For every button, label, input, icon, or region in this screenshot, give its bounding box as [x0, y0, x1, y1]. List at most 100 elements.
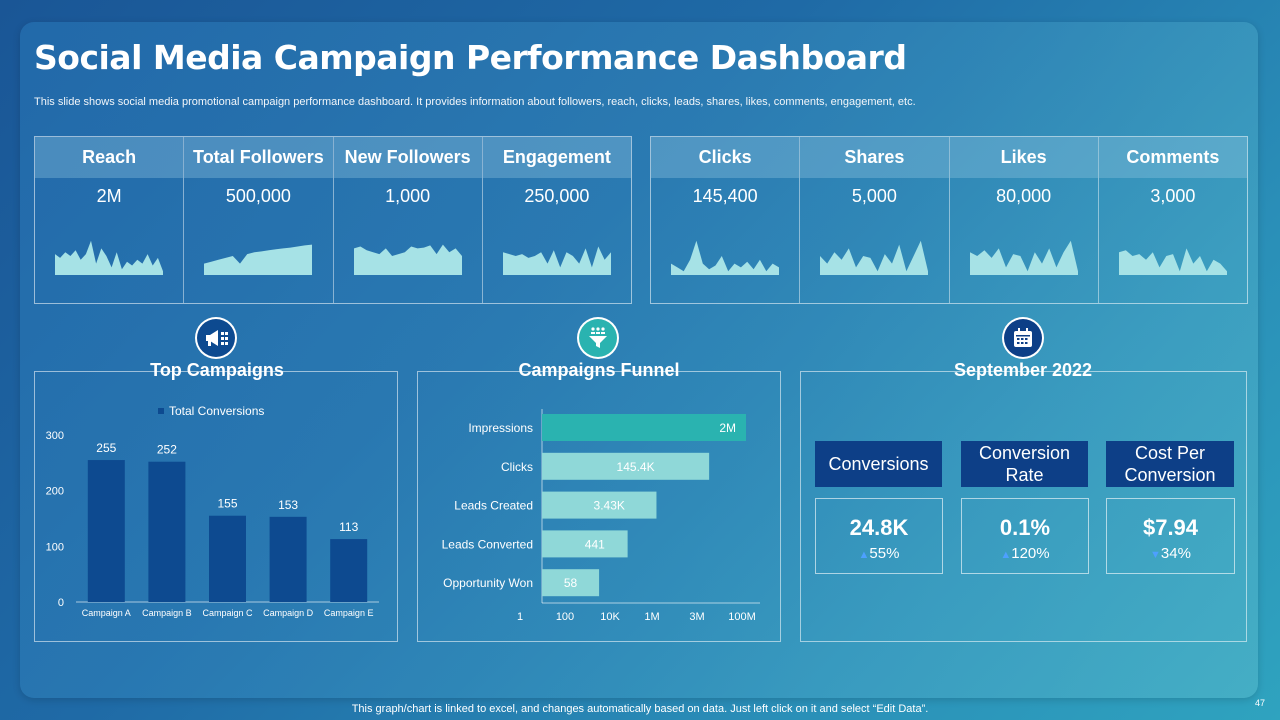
kpi-value: 80,000: [996, 186, 1052, 206]
bar: [330, 539, 368, 602]
legend-label: Total Conversions: [169, 404, 264, 418]
x-tick-label: 3M: [689, 611, 704, 623]
kpi-label: Clicks: [651, 137, 800, 178]
funnel-bar: [542, 452, 710, 480]
x-tick-label: Campaign E: [324, 608, 374, 618]
kpi-group-audience: Reach 2M Total Followers 500,000 New Fol…: [34, 136, 632, 304]
funnel-bar: [542, 569, 600, 597]
funnel-bar: [542, 530, 628, 558]
metric-value: 24.8K: [849, 515, 909, 540]
metric-value: $7.94: [1142, 515, 1199, 540]
bar: [269, 516, 307, 602]
kpi-sparkline: [969, 240, 1078, 275]
kpi-label: New Followers: [333, 137, 482, 178]
metric-change-value: 120%: [1011, 545, 1050, 562]
kpi-sparkline: [353, 244, 462, 275]
metric-change: ▲55%: [816, 545, 942, 562]
arrow-down-icon: ▼: [1150, 549, 1161, 561]
metric-cost-per-conversion: $7.94 ▼34%: [1106, 498, 1235, 574]
y-tick-label: Impressions: [468, 421, 533, 435]
footer-note: This graph/chart is linked to excel, and…: [351, 703, 929, 715]
metric-value: 0.1%: [999, 515, 1051, 540]
kpi-label: Comments: [1098, 137, 1247, 178]
metric-change-value: 55%: [869, 545, 900, 562]
x-tick-label: 1M: [644, 611, 659, 623]
page-subtitle: This slide shows social media promotiona…: [34, 96, 916, 108]
kpi-new-followers: New Followers 1,000: [333, 137, 483, 303]
funnel-title: Campaigns Funnel: [518, 360, 680, 380]
kpi-sparkline: [55, 240, 163, 275]
top-campaigns-chart: Total Conversions 0 100 200 300 255 Campaign …: [46, 404, 379, 618]
page-number: 47: [1255, 698, 1266, 708]
x-tick-label: Campaign D: [263, 608, 314, 618]
kpi-value: 145,400: [692, 186, 758, 206]
kpi-sparkline: [502, 246, 611, 275]
kpi-comments: Comments 3,000: [1098, 137, 1247, 303]
kpi-label: Reach: [35, 137, 184, 178]
funnel-panel: [417, 371, 781, 642]
x-tick-label: Campaign A: [82, 608, 131, 618]
funnel-bar: [542, 491, 657, 519]
bar: [209, 515, 246, 602]
x-tick-label: Campaign C: [202, 608, 253, 618]
top-campaigns-panel: [34, 371, 398, 642]
kpi-reach: Reach 2M: [35, 137, 185, 303]
kpi-sparkline: [671, 240, 779, 275]
kpi-value: 3,000: [1150, 186, 1196, 206]
funnel-value-label: 58: [564, 576, 578, 590]
bar-value-label: 155: [217, 497, 237, 511]
metric-change-value: 34%: [1160, 545, 1191, 562]
x-tick-label: Campaign B: [142, 608, 192, 618]
y-tick-label: 100: [46, 541, 64, 553]
kpi-shares: Shares 5,000: [800, 137, 950, 303]
kpi-label: Likes: [949, 137, 1098, 178]
arrow-up-icon: ▲: [1000, 549, 1012, 561]
y-tick-label: Leads Converted: [442, 537, 533, 551]
sparkline-area: [1118, 248, 1227, 275]
sparkline-area: [353, 244, 462, 275]
y-tick-label: Clicks: [501, 460, 533, 474]
bar: [87, 460, 125, 602]
metric-label: Conversions: [815, 441, 942, 487]
month-panel: [800, 371, 1247, 642]
kpi-label: Shares: [800, 137, 949, 178]
x-tick-label: 1: [517, 611, 523, 623]
megaphone-icon: [195, 317, 237, 359]
bar: [148, 461, 186, 602]
month-title: September 2022: [953, 360, 1093, 380]
bar-value-label: 255: [96, 441, 116, 455]
sparkline-area: [969, 240, 1078, 275]
metric-conversion-rate: 0.1% ▲120%: [961, 498, 1089, 574]
kpi-total-followers: Total Followers 500,000: [184, 137, 334, 303]
bar-value-label: 252: [157, 443, 177, 457]
page-title: Social Media Campaign Performance Dashbo…: [34, 38, 907, 77]
funnel-value-label: 441: [585, 537, 605, 551]
kpi-value: 250,000: [524, 186, 590, 206]
sparkline-area: [55, 240, 163, 275]
y-tick-label: Opportunity Won: [443, 576, 533, 590]
sparkline-area: [820, 240, 929, 275]
y-tick-label: 300: [46, 430, 64, 442]
y-tick-label: 200: [46, 486, 64, 498]
sparkline-area: [671, 240, 779, 275]
kpi-sparkline: [204, 244, 313, 275]
y-tick-label: Leads Created: [454, 499, 533, 513]
kpi-label: Total Followers: [184, 137, 333, 178]
kpi-engagement: Engagement 250,000: [482, 137, 631, 303]
funnel-value-label: 3.43K: [594, 499, 625, 513]
funnel-bar: [542, 414, 746, 441]
sparkline-area: [204, 244, 313, 275]
bar-value-label: 153: [278, 498, 298, 512]
calendar-icon: [1002, 317, 1044, 359]
kpi-group-interactions: Clicks 145,400 Shares 5,000 Likes 80,000…: [650, 136, 1248, 304]
kpi-clicks: Clicks 145,400: [651, 137, 801, 303]
funnel-value-label: 145.4K: [617, 460, 655, 474]
metric-label: Conversion Rate: [961, 441, 1088, 487]
funnel-value-label: 2M: [719, 421, 736, 435]
kpi-likes: Likes 80,000: [949, 137, 1099, 303]
arrow-up-icon: ▲: [858, 549, 870, 561]
kpi-label: Engagement: [482, 137, 631, 178]
kpi-value: 500,000: [225, 186, 291, 206]
y-tick-label: 0: [58, 597, 64, 609]
x-tick-label: 100: [556, 611, 574, 623]
